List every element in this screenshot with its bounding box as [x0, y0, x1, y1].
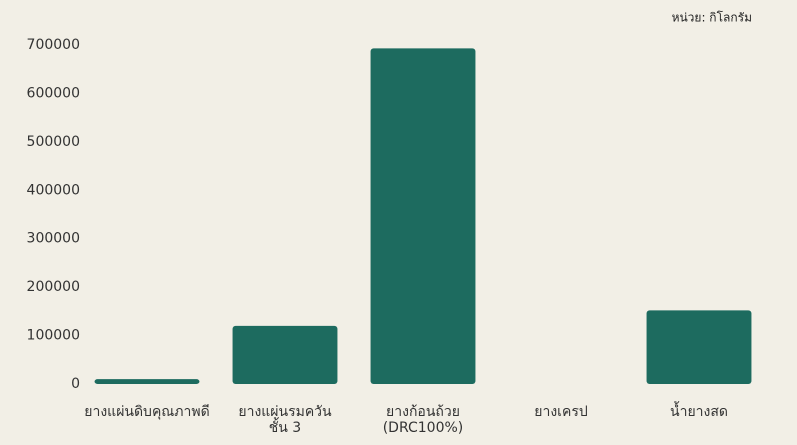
- y-tick-label: 500000: [27, 134, 80, 150]
- x-tick-label: ยางแผ่นรมควัน: [238, 404, 332, 420]
- y-tick-label: 300000: [27, 231, 80, 247]
- x-tick-label: ชั้น 3: [269, 417, 301, 436]
- y-tick-label: 400000: [27, 182, 80, 198]
- x-tick-label: ยางก้อนถ้วย: [386, 404, 460, 420]
- x-tick-label: น้ำยางสด: [670, 401, 728, 420]
- y-tick-label: 700000: [27, 37, 80, 53]
- bar: [232, 325, 338, 384]
- bar: [370, 48, 476, 384]
- y-tick-label: 200000: [27, 279, 80, 295]
- x-tick-label: ยางเครป: [534, 404, 588, 420]
- y-tick-label: 100000: [27, 328, 80, 344]
- bar: [646, 310, 752, 384]
- x-tick-label: (DRC100%): [383, 420, 464, 436]
- x-tick-label: ยางแผ่นดิบคุณภาพดี: [84, 404, 209, 420]
- y-tick-label: 0: [71, 376, 80, 392]
- bar: [94, 379, 200, 384]
- y-tick-label: 600000: [27, 85, 80, 101]
- unit-note: หน่วย: กิโลกรัม: [672, 11, 752, 25]
